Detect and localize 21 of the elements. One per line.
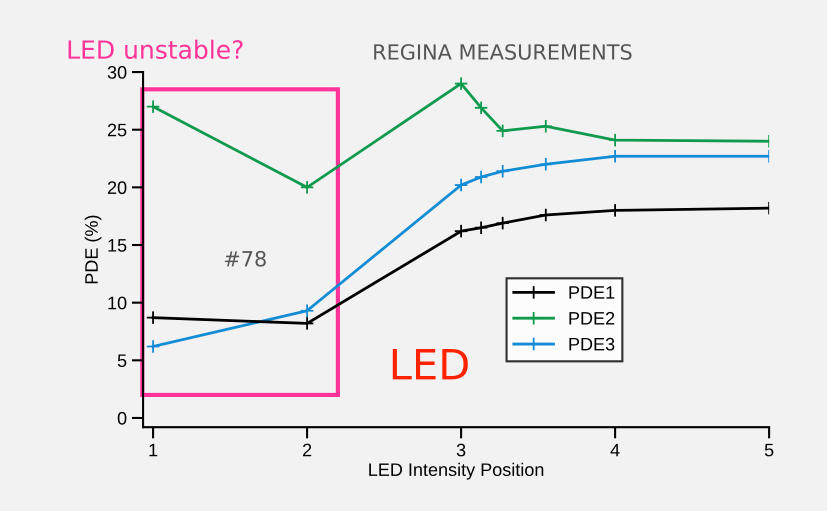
x-tick-label: 3	[456, 444, 466, 456]
y-tick-label: 30	[108, 66, 126, 79]
x-tick-label: 4	[610, 444, 620, 456]
y-tick-label: 10	[108, 296, 126, 310]
y-axis-title: PDE (%)	[84, 216, 102, 284]
x-tick-label: 1	[149, 444, 158, 456]
x-axis-title: LED Intensity Position	[369, 462, 544, 480]
legend-label: PDE2	[569, 312, 614, 325]
text: REGINA MEASUREMENTS	[374, 44, 632, 60]
x-tick-label: 5	[764, 444, 774, 456]
annotation: #78	[224, 250, 266, 267]
x-tick-label: 2	[302, 444, 312, 456]
y-tick-label: 5	[118, 354, 126, 368]
y-tick-label: 15	[108, 239, 126, 252]
y-tick-label: 0	[118, 412, 126, 425]
legend-label: PDE3	[569, 338, 614, 351]
y-tick-label: 20	[108, 181, 126, 194]
legend-label: PDE1	[569, 286, 614, 299]
text: LED unstable?	[68, 40, 243, 60]
annotation: LED	[392, 349, 468, 380]
y-tick-label: 25	[108, 124, 126, 136]
